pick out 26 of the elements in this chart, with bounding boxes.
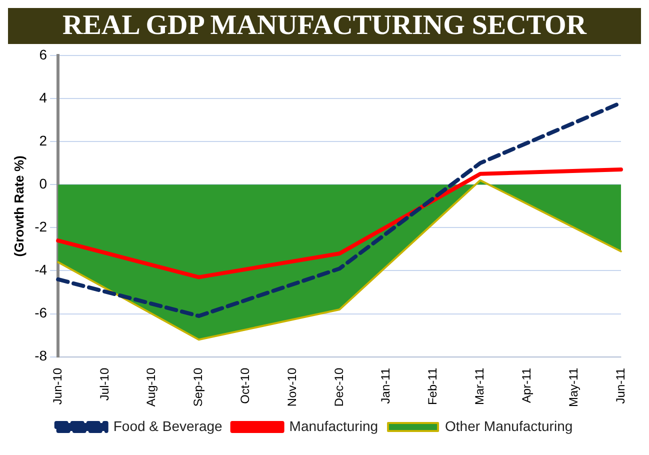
- x-tick-label: Feb-11: [426, 368, 440, 406]
- y-tick-label: 2: [39, 132, 48, 148]
- x-tick-label: Jan-11: [378, 368, 393, 404]
- x-tick-label: Nov-10: [284, 368, 299, 407]
- legend-label: Other Manufacturing: [445, 418, 573, 434]
- x-tick-label: Jul-10: [97, 368, 112, 401]
- legend-label: Food & Beverage: [113, 418, 223, 434]
- x-tick-label: Sep-10: [191, 368, 206, 407]
- legend-label: Manufacturing: [289, 418, 378, 434]
- x-tick-label: Dec-10: [332, 368, 346, 407]
- x-tick-label: Jun-10: [50, 368, 64, 405]
- y-tick-label: 0: [39, 175, 48, 192]
- x-tick-label: Aug-10: [144, 368, 158, 407]
- y-tick-label: -2: [34, 218, 48, 235]
- x-tick-label: Mar-11: [472, 368, 487, 405]
- x-tick-label: May-11: [566, 368, 580, 407]
- y-tick-label: -6: [34, 304, 48, 321]
- x-tick-label: Apr-11: [519, 368, 534, 404]
- x-tick-label: Oct-10: [238, 368, 252, 404]
- y-tick-label: 4: [39, 89, 48, 106]
- y-tick-label: 6: [39, 46, 48, 62]
- y-tick-label: -4: [34, 262, 48, 278]
- x-tick-label: Jun-11: [613, 368, 628, 404]
- chart-title: REAL GDP MANUFACTURING SECTOR: [8, 8, 641, 44]
- y-axis-title: (Growth Rate %): [11, 156, 26, 257]
- y-tick-label: -8: [34, 348, 48, 364]
